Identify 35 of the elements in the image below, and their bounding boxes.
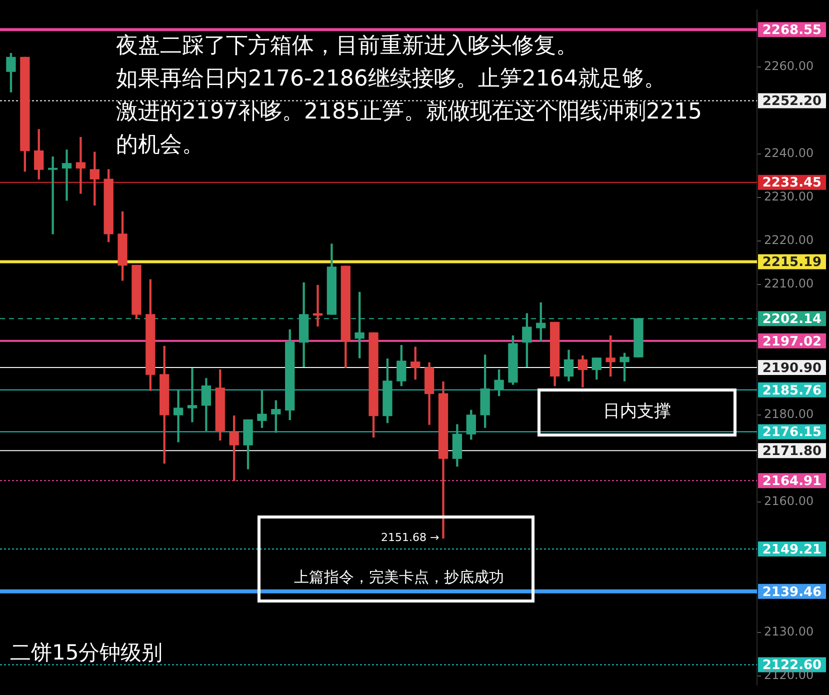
ref-line-label: 2164.91 (762, 474, 822, 490)
candlestick (48, 156, 58, 234)
annotation: 激进的2197补哆。2185止笋。就做现在这个阳线冲刺2215 (116, 100, 702, 125)
y-tick-label: 2180.00 (764, 407, 814, 422)
annotation: 2151.68 → (381, 531, 440, 544)
ref-line-label: 2202.14 (762, 312, 822, 327)
candlestick (173, 390, 184, 442)
annotation: 的机会。 (116, 132, 204, 158)
y-tick-label: 2220.00 (764, 232, 814, 247)
ref-line-label: 2268.55 (762, 22, 822, 38)
ref-line-label: 2149.21 (762, 542, 822, 558)
ref-line-label: 2176.15 (762, 425, 822, 440)
y-tick-label: 2260.00 (764, 58, 814, 73)
ref-line-label: 2185.76 (762, 383, 822, 398)
ref-line-label: 2252.20 (762, 94, 822, 110)
annotation: 如果再给日内2176-2186继续接哆。止笋2164就足够。 (116, 66, 666, 92)
y-tick-label: 2130.00 (764, 624, 814, 639)
y-tick-label: 2230.00 (764, 189, 814, 204)
candlestick (62, 150, 72, 201)
ref-line-label: 2215.19 (762, 255, 822, 270)
candlestick (312, 284, 323, 327)
ref-line-label: 2197.02 (762, 334, 822, 350)
ref-line-label: 2171.80 (762, 444, 822, 460)
annotation: 夜盘二踩了下方箱体，目前重新进入哆头修复。 (116, 34, 578, 59)
y-tick-label: 2210.00 (764, 276, 814, 291)
candlestick (187, 368, 198, 422)
candlestick (76, 136, 86, 194)
y-tick-label: 2240.00 (764, 146, 814, 160)
ref-line-label: 2233.45 (762, 176, 822, 191)
text: 二饼15分钟级别 (10, 640, 163, 664)
annotation: 上篇指令，完美卡点，抄底成功 (294, 568, 504, 586)
y-tick-label: 2160.00 (764, 494, 814, 508)
ref-line-label: 2139.46 (762, 584, 822, 600)
annotation: 日内支撑 (603, 401, 671, 422)
ref-line-label: 2190.90 (762, 360, 822, 376)
